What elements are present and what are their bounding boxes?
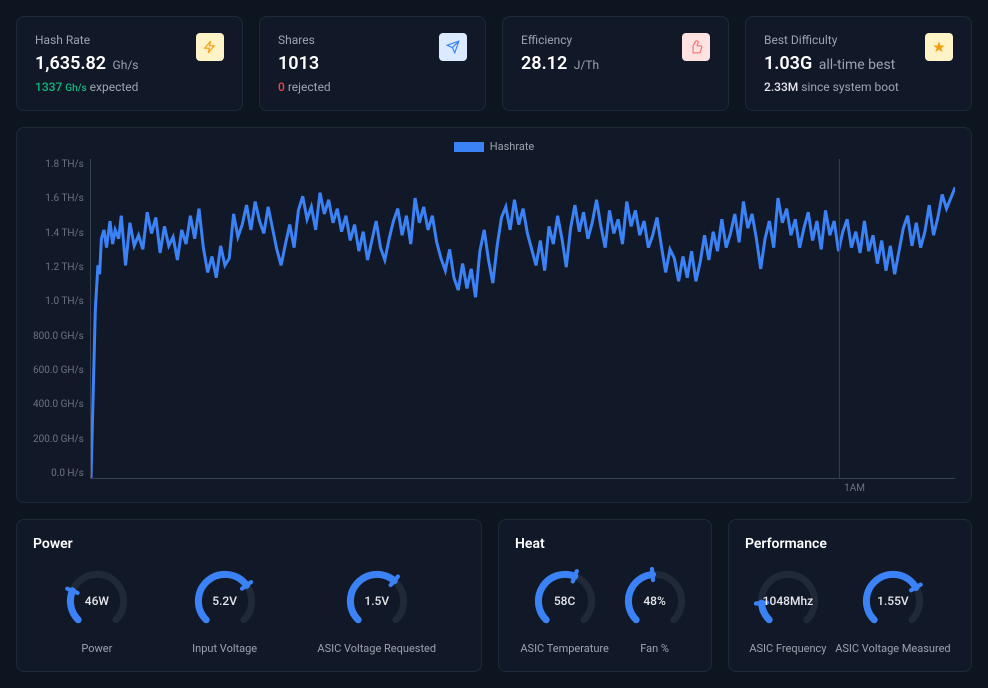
y-tick: 200.0 GH/s <box>33 434 84 445</box>
best-difficulty-since-boot: 2.33M since system boot <box>764 80 899 94</box>
power-gauges: 46W Power 5.2V Input Voltage 1.5V ASIC Voltag… <box>33 566 465 655</box>
gauge-value: 1.55V <box>877 594 909 608</box>
gauge-label: Fan % <box>640 642 669 655</box>
gauge: 1.5V ASIC Voltage Requested <box>317 566 436 655</box>
y-tick: 0.0 H/s <box>51 468 84 479</box>
gauge-value: 5.2V <box>212 594 237 608</box>
stat-card-best-difficulty: Best Difficulty 1.03G all-time best 2.33… <box>745 16 972 111</box>
thumbs-up-icon <box>682 33 710 61</box>
gauge-value: 48% <box>643 594 665 608</box>
legend-label: Hashrate <box>490 140 535 153</box>
bottom-sections-row: Power 46W Power 5.2V Input Voltage 1.5V ASIC … <box>16 519 972 672</box>
gauge-label: ASIC Frequency <box>749 642 826 655</box>
y-tick: 600.0 GH/s <box>33 365 84 376</box>
hashrate-line-svg <box>91 159 955 478</box>
gauge: 5.2V Input Voltage <box>190 566 260 655</box>
gauge: 1048Mhz ASIC Frequency <box>749 566 826 655</box>
gauge-value: 1.5V <box>364 594 389 608</box>
chart-x-axis: 1AM <box>33 483 955 494</box>
performance-section: Performance 1048Mhz ASIC Frequency 1.55V AS… <box>728 519 972 672</box>
gauge-label: ASIC Temperature <box>520 642 609 655</box>
gauge-label: ASIC Voltage Requested <box>317 642 436 655</box>
heat-section: Heat 58C ASIC Temperature 48% Fan % <box>498 519 712 672</box>
gauge: 48% Fan % <box>620 566 690 655</box>
legend-swatch <box>454 142 484 152</box>
stat-cards-row: Hash Rate 1,635.82 Gh/s 1337 Gh/s expect… <box>16 16 972 111</box>
y-tick: 1.8 TH/s <box>45 159 84 170</box>
power-section: Power 46W Power 5.2V Input Voltage 1.5V ASIC … <box>16 519 482 672</box>
gauge: 58C ASIC Temperature <box>520 566 609 655</box>
efficiency-label: Efficiency <box>521 33 599 47</box>
y-tick: 800.0 GH/s <box>33 331 84 342</box>
gauge-label: Input Voltage <box>192 642 257 655</box>
best-difficulty-label: Best Difficulty <box>764 33 899 47</box>
star-icon <box>925 33 953 61</box>
y-tick: 1.6 TH/s <box>45 193 84 204</box>
efficiency-value: 28.12 J/Th <box>521 53 599 74</box>
shares-label: Shares <box>278 33 331 47</box>
hashrate-label: Hash Rate <box>35 33 138 47</box>
send-icon <box>439 33 467 61</box>
gauge-value: 46W <box>85 594 109 608</box>
hashrate-chart-card: Hashrate 1.8 TH/s 1.6 TH/s 1.4 TH/s 1.2 TH/… <box>16 127 972 503</box>
stat-card-shares: Shares 1013 0 rejected <box>259 16 486 111</box>
power-title: Power <box>33 536 465 552</box>
chart-y-axis: 1.8 TH/s 1.6 TH/s 1.4 TH/s 1.2 TH/s 1.0 TH/s… <box>33 159 90 479</box>
gauge-value: 58C <box>554 594 575 608</box>
bolt-icon <box>196 33 224 61</box>
shares-rejected: 0 rejected <box>278 80 331 94</box>
gauge-label: Power <box>81 642 112 655</box>
gauge: 46W Power <box>62 566 132 655</box>
stat-card-hashrate: Hash Rate 1,635.82 Gh/s 1337 Gh/s expect… <box>16 16 243 111</box>
stat-card-efficiency: Efficiency 28.12 J/Th <box>502 16 729 111</box>
chart-legend: Hashrate <box>33 140 955 153</box>
performance-title: Performance <box>745 536 955 552</box>
hashrate-expected: 1337 Gh/s expected <box>35 80 138 94</box>
shares-value: 1013 <box>278 53 331 74</box>
gauge-label: ASIC Voltage Measured <box>835 642 950 655</box>
gauge: 1.55V ASIC Voltage Measured <box>835 566 950 655</box>
heat-gauges: 58C ASIC Temperature 48% Fan % <box>515 566 695 655</box>
performance-gauges: 1048Mhz ASIC Frequency 1.55V ASIC Voltage M… <box>745 566 955 655</box>
chart-plot-area <box>90 159 955 479</box>
y-tick: 1.2 TH/s <box>45 262 84 273</box>
heat-title: Heat <box>515 536 695 552</box>
best-difficulty-value: 1.03G all-time best <box>764 53 899 74</box>
y-tick: 1.4 TH/s <box>45 228 84 239</box>
y-tick: 1.0 TH/s <box>45 296 84 307</box>
hashrate-value: 1,635.82 Gh/s <box>35 53 138 74</box>
gauge-value: 1048Mhz <box>763 594 813 608</box>
y-tick: 400.0 GH/s <box>33 399 84 410</box>
